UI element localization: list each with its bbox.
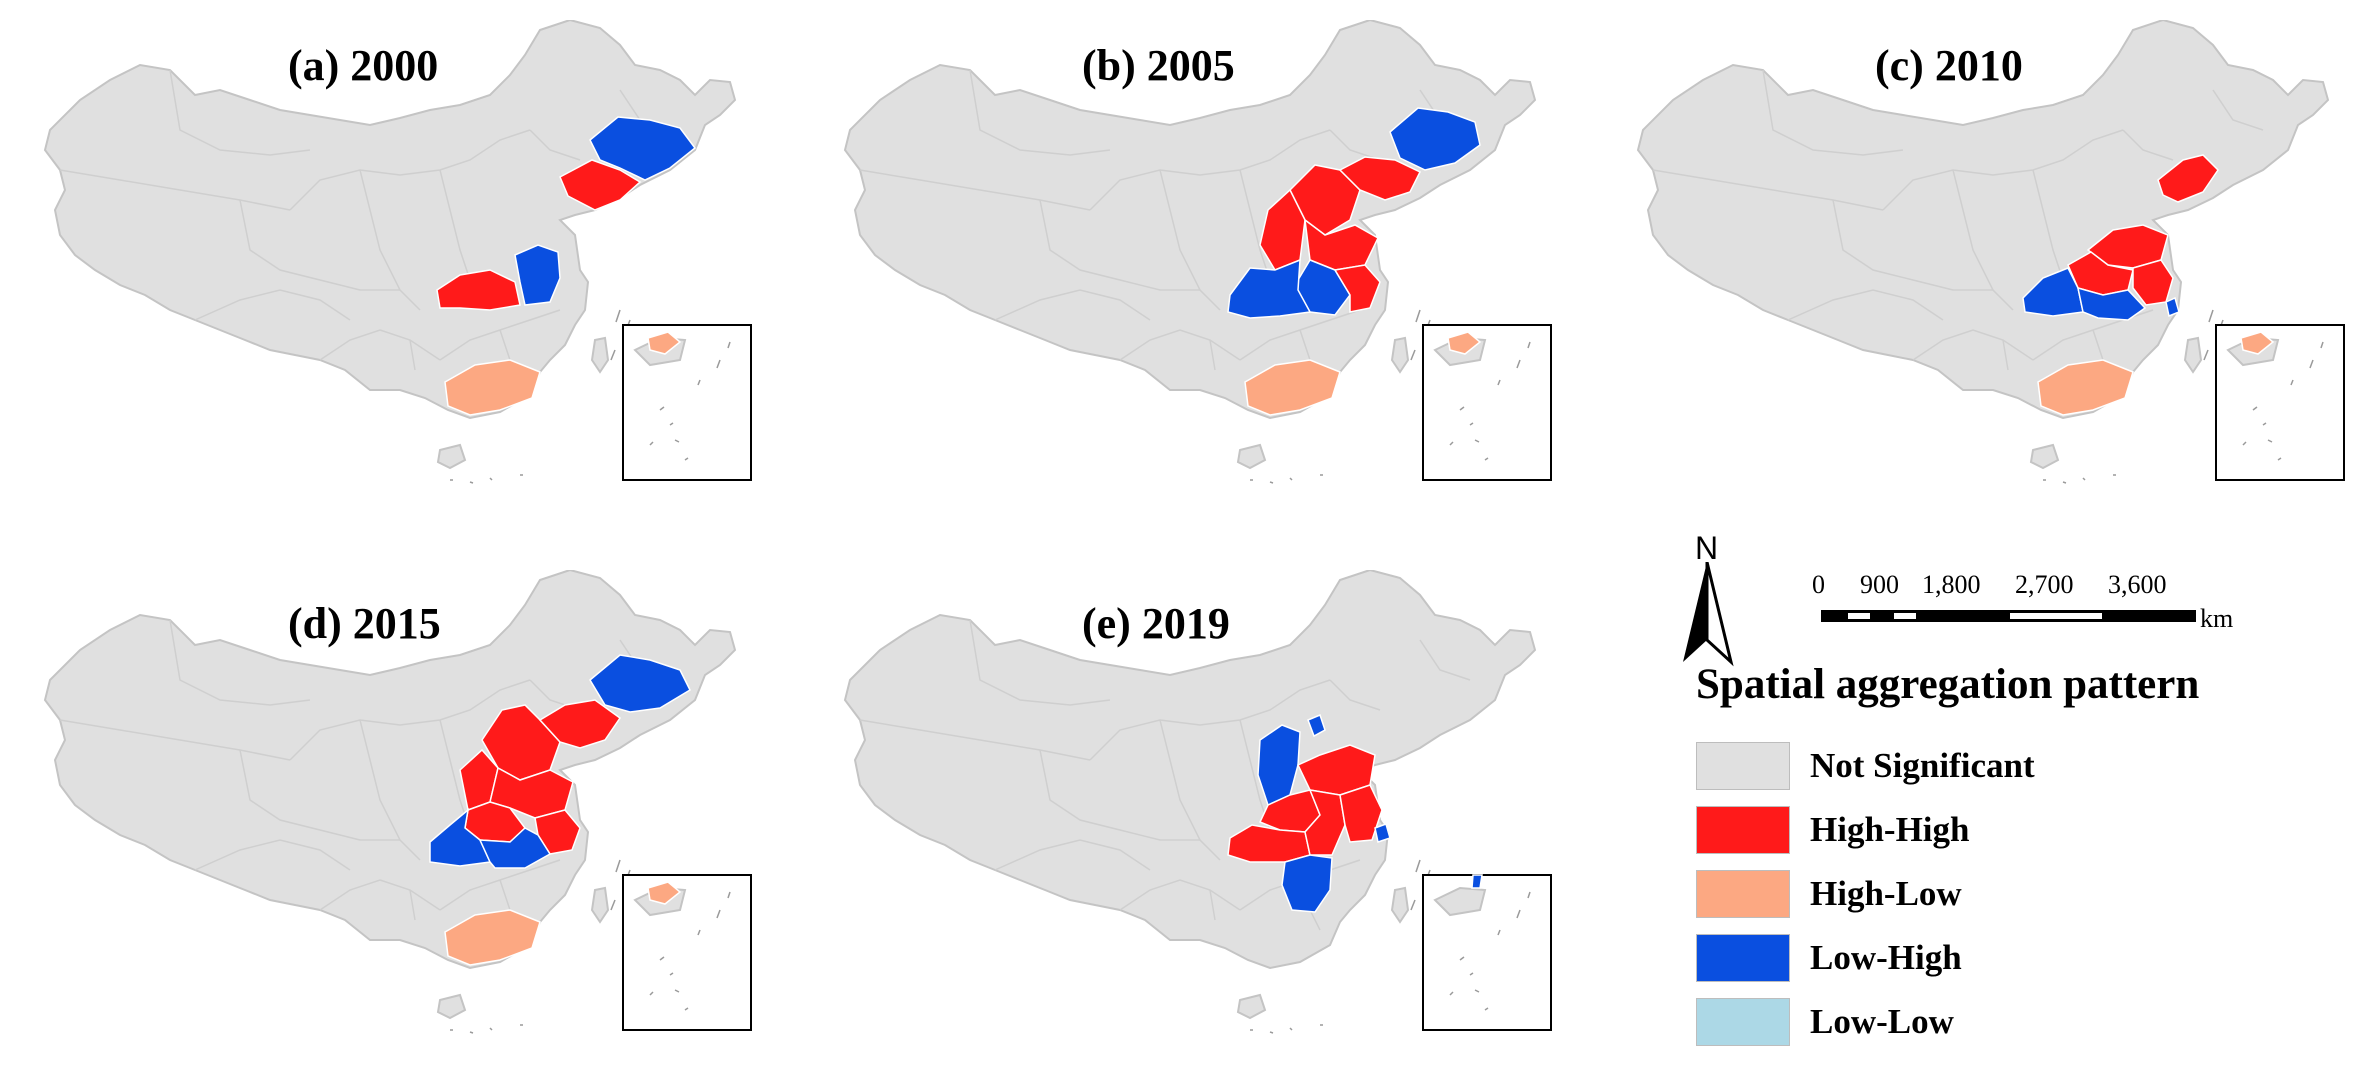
panel-title: (a) 2000 xyxy=(288,41,439,90)
panel-title: (e) 2019 xyxy=(1082,599,1230,648)
region-jiangxi xyxy=(1281,854,1333,913)
map-panel-a: (a) 2000 xyxy=(20,20,780,490)
panel-title: (c) 2010 xyxy=(1875,41,2023,90)
map-panel-c: (c) 2010 xyxy=(1613,20,2371,490)
region-shanghai xyxy=(2165,296,2180,318)
map-panel-e: (e) 2019 xyxy=(820,570,1580,1040)
north-arrow-icon xyxy=(1683,562,1734,667)
scale-bar: 0 900 1,800 2,700 3,600 km xyxy=(1812,570,2250,633)
inset-highlight xyxy=(647,331,682,355)
inset-islands xyxy=(2242,341,2324,461)
china-map xyxy=(844,570,1552,1034)
scale-unit: km xyxy=(2200,604,2234,633)
inset-islands xyxy=(649,341,731,461)
region-jilin xyxy=(589,654,691,713)
region-guangdong xyxy=(1244,359,1341,416)
region-liaoning xyxy=(538,699,622,749)
china-map xyxy=(1637,20,2345,484)
inset-islands xyxy=(1449,341,1531,461)
legend-title: Spatial aggregation pattern xyxy=(1696,661,2200,708)
region-henan xyxy=(514,244,561,306)
inset-highlight xyxy=(1447,331,1482,355)
legend-label: High-Low xyxy=(1810,874,1962,913)
china-map xyxy=(844,20,1552,484)
legend-swatch xyxy=(1696,998,1790,1046)
legend-label: Not Significant xyxy=(1810,746,2035,785)
region-shanxi xyxy=(1257,724,1301,807)
inset-highlight xyxy=(2240,331,2275,355)
scale-bar-graphic xyxy=(1821,610,2196,622)
inset-highlight-taiwan xyxy=(1471,874,1483,889)
region-guangdong xyxy=(444,359,541,416)
north-arrow: N xyxy=(1675,530,1745,670)
legend-swatch xyxy=(1696,934,1790,982)
region-anhui-hubei xyxy=(2077,286,2147,321)
region-guangdong xyxy=(2037,359,2134,416)
scale-tick-label: 900 xyxy=(1860,570,1899,599)
region-guangdong xyxy=(444,909,541,966)
legend-label: High-High xyxy=(1810,810,1970,849)
china-map xyxy=(44,570,752,1034)
legend-label: Low-Low xyxy=(1810,1002,1954,1041)
north-arrow-label: N xyxy=(1695,530,1719,566)
legend-swatch xyxy=(1696,870,1790,918)
region-jiangsu xyxy=(1339,784,1383,843)
china-map xyxy=(44,20,752,484)
panel-title: (d) 2015 xyxy=(288,599,441,648)
inset-islands xyxy=(1449,891,1531,1011)
region-liaoning xyxy=(1338,156,1422,201)
legend-swatch xyxy=(1696,806,1790,854)
legend: Spatial aggregation pattern Not Signific… xyxy=(1696,660,2356,1060)
legend-label: Low-High xyxy=(1810,938,1962,977)
region-jiangsu xyxy=(1333,264,1381,313)
map-panel-d: (d) 2015 xyxy=(20,570,780,1040)
scale-tick-label: 3,600 xyxy=(2108,570,2167,599)
scale-tick-label: 2,700 xyxy=(2015,570,2074,599)
map-panel-b: (b) 2005 xyxy=(820,20,1580,490)
region-anhui xyxy=(478,827,552,869)
legend-swatch xyxy=(1696,742,1790,790)
inset-coast xyxy=(1433,886,1487,917)
panel-title: (b) 2005 xyxy=(1082,41,1235,90)
region-jilin xyxy=(1389,107,1481,171)
inset-highlight xyxy=(647,881,682,905)
region-shaanxi xyxy=(1227,258,1312,319)
inset-islands xyxy=(649,891,731,1011)
scale-tick-label: 1,800 xyxy=(1922,570,1981,599)
region-liaoning xyxy=(559,159,642,211)
region-liaoning xyxy=(2157,154,2219,203)
region-shanghai xyxy=(1374,823,1391,843)
region-shaanxi xyxy=(436,269,521,311)
region-jilin xyxy=(589,116,697,181)
scale-tick-label: 0 xyxy=(1812,570,1825,599)
region-hebei-tip xyxy=(1307,713,1326,738)
